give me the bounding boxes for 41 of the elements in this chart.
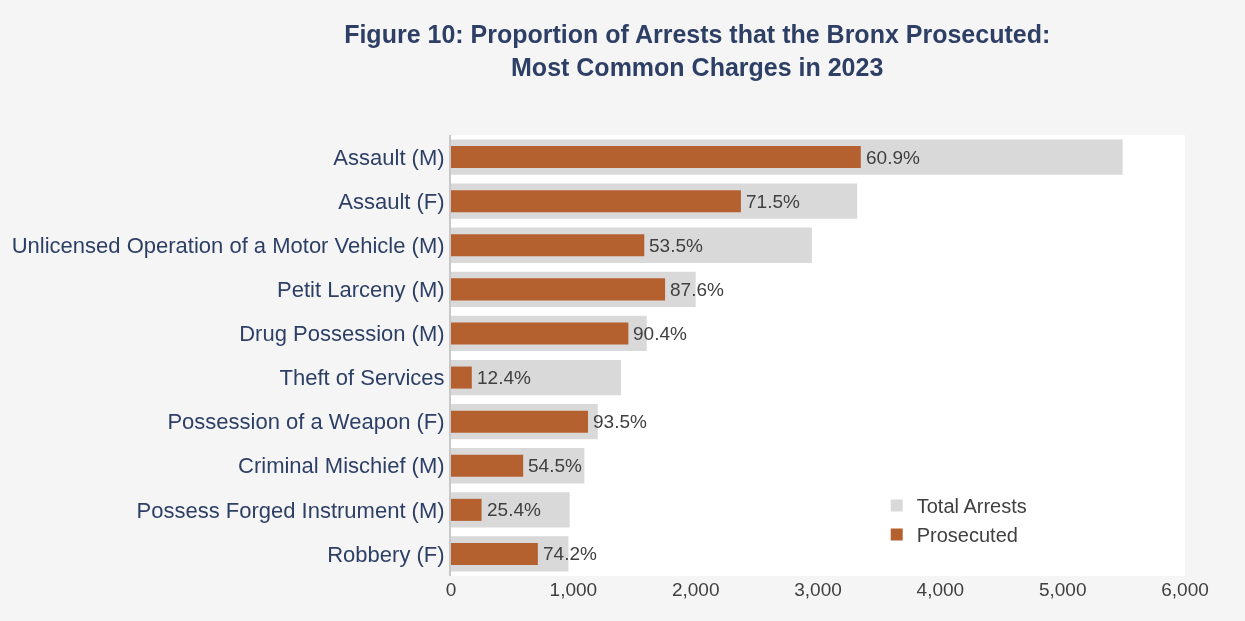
bar (451, 278, 666, 301)
annotation: 90.4% (633, 323, 687, 344)
x-tick-label: 0 (445, 579, 457, 600)
annotation: 74.2% (543, 543, 597, 564)
annotation: 71.5% (746, 191, 800, 212)
x-tick-label: 3,000 (794, 579, 842, 600)
bar (451, 454, 524, 477)
y-tick-label: Possess Forged Instrument (M) (136, 497, 445, 523)
bar (451, 146, 861, 169)
y-tick-label: Theft of Services (279, 365, 445, 391)
bar (451, 234, 645, 257)
annotation: 12.4% (477, 367, 531, 388)
legend-label: Prosecuted (916, 524, 1018, 547)
y-tick-label: Possession of a Weapon (F) (167, 409, 445, 435)
annotation: 87.6% (670, 279, 724, 300)
y-tick-label: Robbery (F) (327, 541, 445, 567)
bar (451, 498, 482, 521)
bar (451, 190, 741, 213)
annotation: 25.4% (487, 499, 541, 520)
annotation: 93.5% (593, 411, 647, 432)
legend-label: Total Arrests (916, 495, 1027, 518)
x-tick-label: 2,000 (671, 579, 720, 600)
x-tick-label: 4,000 (916, 579, 965, 600)
y-tick-label: Unlicensed Operation of a Motor Vehicle (M) (11, 232, 445, 258)
annotation: 53.5% (649, 235, 703, 256)
x-tick-label: 6,000 (1161, 579, 1209, 600)
annotation: 54.5% (528, 455, 582, 476)
bar (451, 322, 629, 345)
y-tick-label: Criminal Mischief (M) (238, 453, 445, 479)
bar (451, 410, 589, 433)
y-tick-label: Assault (F) (338, 188, 445, 214)
y-tick-label: Drug Possession (M) (239, 321, 445, 347)
x-tick-label: 5,000 (1038, 579, 1087, 600)
x-tick-label: 1,000 (549, 579, 598, 600)
chart-title: Figure 10: Proportion of Arrests that the Bronx Prosecuted: Most Common Charges in 2023 (344, 20, 1051, 81)
annotation: 60.9% (866, 147, 920, 168)
bar (451, 542, 538, 565)
y-tick-label: Assault (M) (333, 144, 445, 170)
bar (451, 359, 622, 396)
bar (451, 366, 472, 389)
y-tick-label: Petit Larceny (M) (277, 277, 445, 303)
